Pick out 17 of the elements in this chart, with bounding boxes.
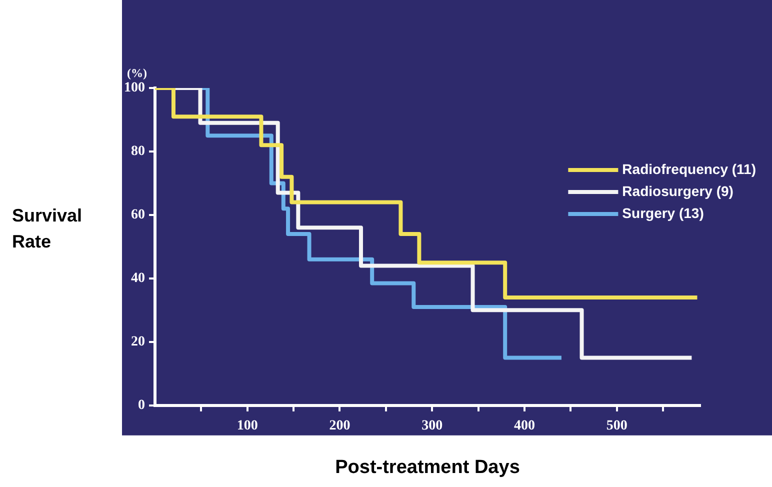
legend-label: Radiofrequency (11) bbox=[622, 160, 756, 177]
legend-label: Radiosurgery (9) bbox=[622, 182, 734, 199]
x-tick-label: 100 bbox=[236, 418, 258, 434]
y-tick-label: 40 bbox=[131, 271, 145, 286]
y-axis-title: Survival Rate bbox=[12, 206, 82, 252]
y-tick-label: 60 bbox=[131, 208, 145, 223]
x-tick-label: 400 bbox=[514, 418, 535, 434]
legend-label: Surgery (13) bbox=[622, 204, 704, 221]
x-tick-label: 300 bbox=[422, 418, 443, 434]
x-tick-label: 500 bbox=[606, 418, 628, 434]
y-tick-label: 20 bbox=[131, 334, 145, 350]
x-tick-label: 200 bbox=[329, 418, 350, 434]
y-tick-label: 80 bbox=[131, 144, 145, 160]
y-tick-label: 100 bbox=[124, 80, 145, 96]
x-axis-title: Post-treatment Days bbox=[335, 456, 520, 478]
y-tick-label: 0 bbox=[138, 398, 145, 414]
text: (%) bbox=[127, 66, 147, 80]
